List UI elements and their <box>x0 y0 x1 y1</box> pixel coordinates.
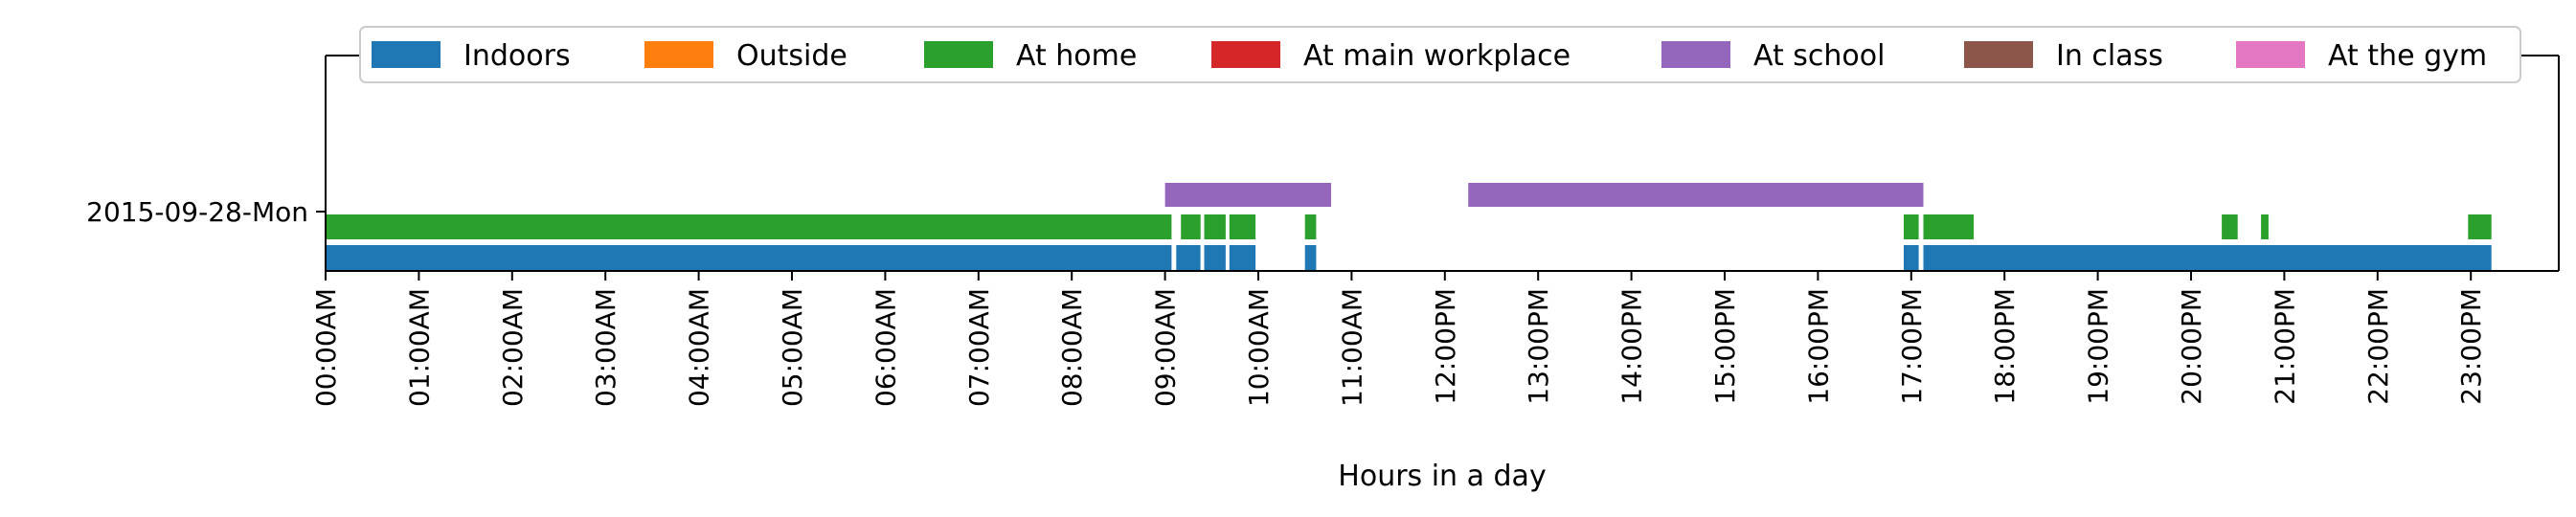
bar-at-home-1 <box>1181 214 1201 239</box>
bar-at-home-0 <box>326 214 1172 239</box>
x-tick-label: 13:00PM <box>1523 288 1554 405</box>
x-tick-label: 11:00AM <box>1336 288 1367 407</box>
x-tick-label: 14:00PM <box>1616 288 1648 405</box>
legend-swatch-at-the-gym <box>2236 41 2305 68</box>
x-tick-label: 07:00AM <box>963 288 995 407</box>
bar-at-home-9 <box>2468 214 2492 239</box>
x-ticks: 00:00AM 01:00AM 02:00AM 03:00AM 04:00AM 05:00… <box>310 271 2487 407</box>
x-tick-label: 22:00PM <box>2362 288 2394 405</box>
x-tick-label: 06:00AM <box>870 288 901 407</box>
bar-at-school-1 <box>1468 183 1924 207</box>
bar-at-home-2 <box>1204 214 1226 239</box>
x-tick-label: 17:00PM <box>1896 288 1928 405</box>
bar-indoors-6 <box>1923 245 2492 270</box>
x-tick-label: 18:00PM <box>1989 288 2021 405</box>
bar-at-home-5 <box>1904 214 1919 239</box>
bars-layer <box>326 183 2492 270</box>
bar-at-home-6 <box>1923 214 1975 239</box>
x-tick-label: 10:00AM <box>1243 288 1275 407</box>
bar-indoors-2 <box>1204 245 1226 270</box>
x-tick-label: 04:00AM <box>684 288 715 407</box>
x-tick-label: 03:00AM <box>590 288 621 407</box>
x-axis-label: Hours in a day <box>1338 460 1546 493</box>
bar-indoors-0 <box>326 245 1172 270</box>
legend-label-at-main-workplace: At main workplace <box>1303 39 1570 73</box>
legend-swatch-outside <box>644 41 713 68</box>
legend-label-at-school: At school <box>1753 39 1885 73</box>
legend-label-at-home: At home <box>1016 39 1137 73</box>
y-tick-label: 2015-09-28-Mon <box>86 196 308 228</box>
legend-swatch-in-class <box>1964 41 2033 68</box>
legend-label-outside: Outside <box>736 39 847 73</box>
x-tick-label: 00:00AM <box>310 288 342 407</box>
legend-label-indoors: Indoors <box>463 39 571 73</box>
bar-indoors-1 <box>1176 245 1201 270</box>
legend-label-in-class: In class <box>2056 39 2163 73</box>
bar-at-home-7 <box>2222 214 2238 239</box>
x-tick-label: 02:00AM <box>497 288 529 407</box>
x-tick-label: 05:00AM <box>777 288 808 407</box>
x-tick-label: 23:00PM <box>2455 288 2487 405</box>
x-tick-label: 09:00AM <box>1150 288 1182 407</box>
legend: Indoors Outside At home At main workplace At… <box>359 26 2521 83</box>
bar-at-home-8 <box>2261 214 2269 239</box>
y-ticks: 2015-09-28-Mon <box>86 196 326 228</box>
legend-label-at-the-gym: At the gym <box>2328 39 2487 73</box>
legend-swatch-at-school <box>1661 41 1730 68</box>
bar-at-home-4 <box>1304 214 1317 239</box>
legend-frame <box>359 26 2521 83</box>
bar-at-school-0 <box>1164 183 1331 207</box>
bar-indoors-4 <box>1304 245 1317 270</box>
bar-indoors-3 <box>1229 245 1256 270</box>
x-tick-label: 21:00PM <box>2269 288 2300 405</box>
legend-swatch-at-main-workplace <box>1211 41 1280 68</box>
x-tick-label: 08:00AM <box>1056 288 1088 407</box>
legend-swatch-indoors <box>372 41 441 68</box>
bar-indoors-5 <box>1904 245 1919 270</box>
x-tick-label: 15:00PM <box>1709 288 1741 405</box>
x-tick-label: 16:00PM <box>1802 288 1834 405</box>
x-tick-label: 12:00PM <box>1430 288 1461 405</box>
bar-at-home-3 <box>1229 214 1256 239</box>
x-tick-label: 01:00AM <box>403 288 435 407</box>
legend-swatch-at-home <box>924 41 993 68</box>
x-tick-label: 20:00PM <box>2176 288 2207 405</box>
x-tick-label: 19:00PM <box>2083 288 2114 405</box>
